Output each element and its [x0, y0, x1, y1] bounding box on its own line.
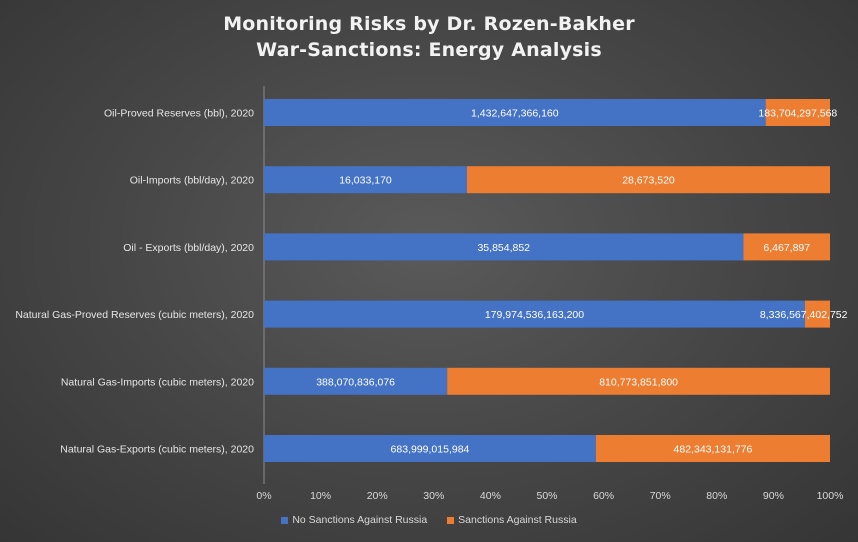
- data-label-sanctions: 183,704,297,568: [758, 108, 837, 120]
- bar-segment-no-sanctions: [264, 99, 766, 126]
- x-tick-label: 0%: [256, 490, 271, 502]
- category-label: Oil - Exports (bbl/day), 2020: [123, 242, 254, 254]
- x-tick-label: 60%: [593, 490, 614, 502]
- bar-segment-sanctions: [447, 367, 830, 395]
- legend-label-no-sanctions: No Sanctions Against Russia: [292, 514, 428, 526]
- data-label-no-sanctions: 179,974,536,163,200: [485, 309, 584, 321]
- chart-title: Monitoring Risks by Dr. Rozen-Bakher: [223, 13, 635, 35]
- x-tick-label: 90%: [763, 490, 784, 502]
- category-label: Natural Gas-Proved Reserves (cubic meter…: [15, 309, 254, 321]
- legend-swatch-no-sanctions: [281, 516, 289, 524]
- x-tick-label: 20%: [367, 490, 388, 502]
- bar-segment-no-sanctions: [264, 166, 467, 194]
- data-label-sanctions: 6,467,897: [763, 242, 810, 254]
- label-layer: Oil-Proved Reserves (bbl), 2020 1,432,647…: [15, 108, 847, 456]
- bar-segment-sanctions: [743, 233, 830, 261]
- bar-segment-no-sanctions: [264, 233, 744, 261]
- data-label-no-sanctions: 16,033,170: [339, 175, 392, 187]
- category-label: Natural Gas-Exports (cubic meters), 2020: [60, 444, 254, 456]
- x-tick-label: 100%: [817, 490, 844, 502]
- legend-label-sanctions: Sanctions Against Russia: [458, 514, 577, 526]
- category-label: Oil-Imports (bbl/day), 2020: [130, 175, 254, 187]
- x-tick-label: 70%: [650, 490, 671, 502]
- x-tick-label: 10%: [310, 490, 331, 502]
- axis-layer: 0% 10% 20% 30% 40% 50% 60% 70% 80% 90% 100%: [256, 86, 843, 502]
- category-label: Oil-Proved Reserves (bbl), 2020: [104, 108, 254, 120]
- bar-segment-no-sanctions: [264, 300, 805, 328]
- chart-subtitle: War-Sanctions: Energy Analysis: [256, 39, 602, 61]
- data-label-no-sanctions: 388,070,836,076: [316, 376, 395, 388]
- legend: No Sanctions Against Russia Sanctions Ag…: [0, 514, 858, 526]
- x-tick-label: 80%: [706, 490, 727, 502]
- legend-item-no-sanctions: No Sanctions Against Russia: [281, 514, 427, 526]
- data-label-sanctions: 28,673,520: [622, 175, 675, 187]
- legend-swatch-sanctions: [447, 516, 455, 524]
- data-label-sanctions: 482,343,131,776: [674, 444, 753, 456]
- data-label-no-sanctions: 683,999,015,984: [391, 444, 470, 456]
- x-tick-label: 40%: [480, 490, 501, 502]
- x-tick-label: 30%: [423, 490, 444, 502]
- bar-segment-sanctions: [765, 99, 830, 126]
- bar-segment-sanctions: [595, 435, 830, 462]
- bar-segment-sanctions: [466, 166, 830, 194]
- legend-item-sanctions: Sanctions Against Russia: [447, 514, 577, 526]
- bar-layer: [264, 99, 830, 462]
- data-label-no-sanctions: 1,432,647,366,160: [471, 108, 559, 120]
- category-label: Natural Gas-Imports (cubic meters), 2020: [61, 376, 254, 388]
- data-label-no-sanctions: 35,854,852: [477, 242, 530, 254]
- bar-segment-no-sanctions: [264, 435, 596, 462]
- data-label-sanctions: 810,773,851,800: [599, 376, 678, 388]
- bar-segment-sanctions: [804, 300, 830, 328]
- data-label-sanctions: 8,336,567,402,752: [760, 309, 848, 321]
- x-tick-label: 50%: [536, 490, 557, 502]
- bar-segment-no-sanctions: [264, 367, 448, 395]
